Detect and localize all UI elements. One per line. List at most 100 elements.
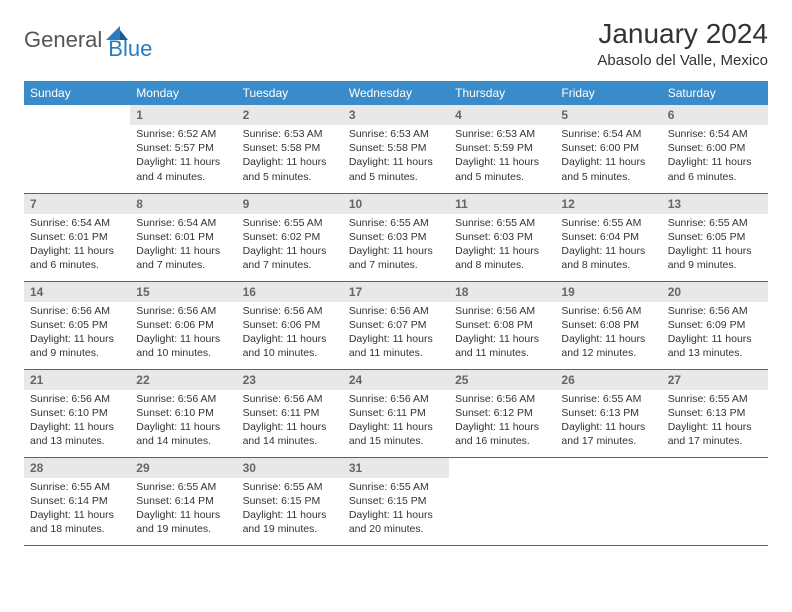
calendar-day-cell: 12Sunrise: 6:55 AMSunset: 6:04 PMDayligh… bbox=[555, 193, 661, 281]
calendar-day-cell: 8Sunrise: 6:54 AMSunset: 6:01 PMDaylight… bbox=[130, 193, 236, 281]
day-number: 22 bbox=[130, 370, 236, 390]
sunset-text: Sunset: 6:09 PM bbox=[668, 318, 762, 332]
day-number: 27 bbox=[662, 370, 768, 390]
day-content: Sunrise: 6:54 AMSunset: 6:01 PMDaylight:… bbox=[130, 214, 236, 279]
day-header-row: Sunday Monday Tuesday Wednesday Thursday… bbox=[24, 81, 768, 105]
sunrise-text: Sunrise: 6:55 AM bbox=[668, 216, 762, 230]
day-content: Sunrise: 6:55 AMSunset: 6:04 PMDaylight:… bbox=[555, 214, 661, 279]
calendar-day-cell: 20Sunrise: 6:56 AMSunset: 6:09 PMDayligh… bbox=[662, 281, 768, 369]
daylight-text: and 8 minutes. bbox=[455, 258, 549, 272]
daylight-text: Daylight: 11 hours bbox=[455, 244, 549, 258]
logo-text-blue: Blue bbox=[108, 36, 152, 62]
calendar-day-cell: 16Sunrise: 6:56 AMSunset: 6:06 PMDayligh… bbox=[237, 281, 343, 369]
day-content: Sunrise: 6:55 AMSunset: 6:05 PMDaylight:… bbox=[662, 214, 768, 279]
day-content: Sunrise: 6:55 AMSunset: 6:03 PMDaylight:… bbox=[449, 214, 555, 279]
day-content: Sunrise: 6:55 AMSunset: 6:14 PMDaylight:… bbox=[24, 478, 130, 543]
sunset-text: Sunset: 6:02 PM bbox=[243, 230, 337, 244]
daylight-text: and 17 minutes. bbox=[668, 434, 762, 448]
calendar-day-cell: 14Sunrise: 6:56 AMSunset: 6:05 PMDayligh… bbox=[24, 281, 130, 369]
daylight-text: and 12 minutes. bbox=[561, 346, 655, 360]
daylight-text: and 7 minutes. bbox=[349, 258, 443, 272]
day-content: Sunrise: 6:56 AMSunset: 6:06 PMDaylight:… bbox=[130, 302, 236, 367]
day-content: Sunrise: 6:55 AMSunset: 6:15 PMDaylight:… bbox=[237, 478, 343, 543]
day-content: Sunrise: 6:56 AMSunset: 6:12 PMDaylight:… bbox=[449, 390, 555, 455]
daylight-text: and 15 minutes. bbox=[349, 434, 443, 448]
day-number: 2 bbox=[237, 105, 343, 125]
daylight-text: and 10 minutes. bbox=[136, 346, 230, 360]
sunset-text: Sunset: 6:03 PM bbox=[455, 230, 549, 244]
page-header: General Blue January 2024 Abasolo del Va… bbox=[24, 18, 768, 69]
sunrise-text: Sunrise: 6:54 AM bbox=[561, 127, 655, 141]
sunset-text: Sunset: 6:14 PM bbox=[30, 494, 124, 508]
day-header: Monday bbox=[130, 81, 236, 105]
day-header: Friday bbox=[555, 81, 661, 105]
day-content: Sunrise: 6:55 AMSunset: 6:03 PMDaylight:… bbox=[343, 214, 449, 279]
daylight-text: and 11 minutes. bbox=[349, 346, 443, 360]
day-number: 17 bbox=[343, 282, 449, 302]
sunset-text: Sunset: 6:08 PM bbox=[561, 318, 655, 332]
daylight-text: and 6 minutes. bbox=[30, 258, 124, 272]
day-content: Sunrise: 6:56 AMSunset: 6:05 PMDaylight:… bbox=[24, 302, 130, 367]
daylight-text: Daylight: 11 hours bbox=[349, 244, 443, 258]
calendar-week-row: 7Sunrise: 6:54 AMSunset: 6:01 PMDaylight… bbox=[24, 193, 768, 281]
day-number: 20 bbox=[662, 282, 768, 302]
calendar-table: Sunday Monday Tuesday Wednesday Thursday… bbox=[24, 81, 768, 546]
day-content: Sunrise: 6:56 AMSunset: 6:08 PMDaylight:… bbox=[555, 302, 661, 367]
sunset-text: Sunset: 6:15 PM bbox=[349, 494, 443, 508]
sunrise-text: Sunrise: 6:55 AM bbox=[561, 392, 655, 406]
calendar-day-cell: 2Sunrise: 6:53 AMSunset: 5:58 PMDaylight… bbox=[237, 105, 343, 193]
calendar-day-cell: 11Sunrise: 6:55 AMSunset: 6:03 PMDayligh… bbox=[449, 193, 555, 281]
sunrise-text: Sunrise: 6:55 AM bbox=[243, 216, 337, 230]
day-number: 25 bbox=[449, 370, 555, 390]
daylight-text: and 9 minutes. bbox=[668, 258, 762, 272]
sunrise-text: Sunrise: 6:56 AM bbox=[455, 392, 549, 406]
sunrise-text: Sunrise: 6:56 AM bbox=[30, 392, 124, 406]
day-number: 29 bbox=[130, 458, 236, 478]
sunrise-text: Sunrise: 6:53 AM bbox=[455, 127, 549, 141]
day-content: Sunrise: 6:56 AMSunset: 6:11 PMDaylight:… bbox=[343, 390, 449, 455]
day-header: Sunday bbox=[24, 81, 130, 105]
daylight-text: and 19 minutes. bbox=[243, 522, 337, 536]
sunset-text: Sunset: 6:05 PM bbox=[668, 230, 762, 244]
daylight-text: Daylight: 11 hours bbox=[561, 420, 655, 434]
calendar-day-cell: 6Sunrise: 6:54 AMSunset: 6:00 PMDaylight… bbox=[662, 105, 768, 193]
calendar-day-cell: 28Sunrise: 6:55 AMSunset: 6:14 PMDayligh… bbox=[24, 457, 130, 545]
calendar-day-cell: 10Sunrise: 6:55 AMSunset: 6:03 PMDayligh… bbox=[343, 193, 449, 281]
day-number: 1 bbox=[130, 105, 236, 125]
day-number: 9 bbox=[237, 194, 343, 214]
sunset-text: Sunset: 6:11 PM bbox=[349, 406, 443, 420]
day-content: Sunrise: 6:52 AMSunset: 5:57 PMDaylight:… bbox=[130, 125, 236, 190]
day-content: Sunrise: 6:55 AMSunset: 6:14 PMDaylight:… bbox=[130, 478, 236, 543]
day-number: 30 bbox=[237, 458, 343, 478]
sunset-text: Sunset: 6:01 PM bbox=[30, 230, 124, 244]
calendar-day-cell: 26Sunrise: 6:55 AMSunset: 6:13 PMDayligh… bbox=[555, 369, 661, 457]
sunset-text: Sunset: 6:11 PM bbox=[243, 406, 337, 420]
sunrise-text: Sunrise: 6:54 AM bbox=[30, 216, 124, 230]
sunrise-text: Sunrise: 6:55 AM bbox=[349, 480, 443, 494]
daylight-text: and 8 minutes. bbox=[561, 258, 655, 272]
daylight-text: Daylight: 11 hours bbox=[30, 244, 124, 258]
day-number: 23 bbox=[237, 370, 343, 390]
sunset-text: Sunset: 6:05 PM bbox=[30, 318, 124, 332]
sunset-text: Sunset: 6:00 PM bbox=[668, 141, 762, 155]
daylight-text: Daylight: 11 hours bbox=[349, 155, 443, 169]
sunset-text: Sunset: 6:14 PM bbox=[136, 494, 230, 508]
day-number: 10 bbox=[343, 194, 449, 214]
day-number: 19 bbox=[555, 282, 661, 302]
sunrise-text: Sunrise: 6:56 AM bbox=[136, 392, 230, 406]
sunrise-text: Sunrise: 6:56 AM bbox=[30, 304, 124, 318]
day-number: 26 bbox=[555, 370, 661, 390]
daylight-text: and 19 minutes. bbox=[136, 522, 230, 536]
day-number: 15 bbox=[130, 282, 236, 302]
sunrise-text: Sunrise: 6:55 AM bbox=[30, 480, 124, 494]
day-content: Sunrise: 6:56 AMSunset: 6:10 PMDaylight:… bbox=[130, 390, 236, 455]
sunrise-text: Sunrise: 6:54 AM bbox=[668, 127, 762, 141]
sunrise-text: Sunrise: 6:56 AM bbox=[243, 392, 337, 406]
calendar-week-row: 21Sunrise: 6:56 AMSunset: 6:10 PMDayligh… bbox=[24, 369, 768, 457]
calendar-day-cell: 25Sunrise: 6:56 AMSunset: 6:12 PMDayligh… bbox=[449, 369, 555, 457]
day-number: 4 bbox=[449, 105, 555, 125]
sunset-text: Sunset: 6:13 PM bbox=[668, 406, 762, 420]
day-content: Sunrise: 6:56 AMSunset: 6:06 PMDaylight:… bbox=[237, 302, 343, 367]
daylight-text: Daylight: 11 hours bbox=[668, 420, 762, 434]
sunset-text: Sunset: 6:07 PM bbox=[349, 318, 443, 332]
